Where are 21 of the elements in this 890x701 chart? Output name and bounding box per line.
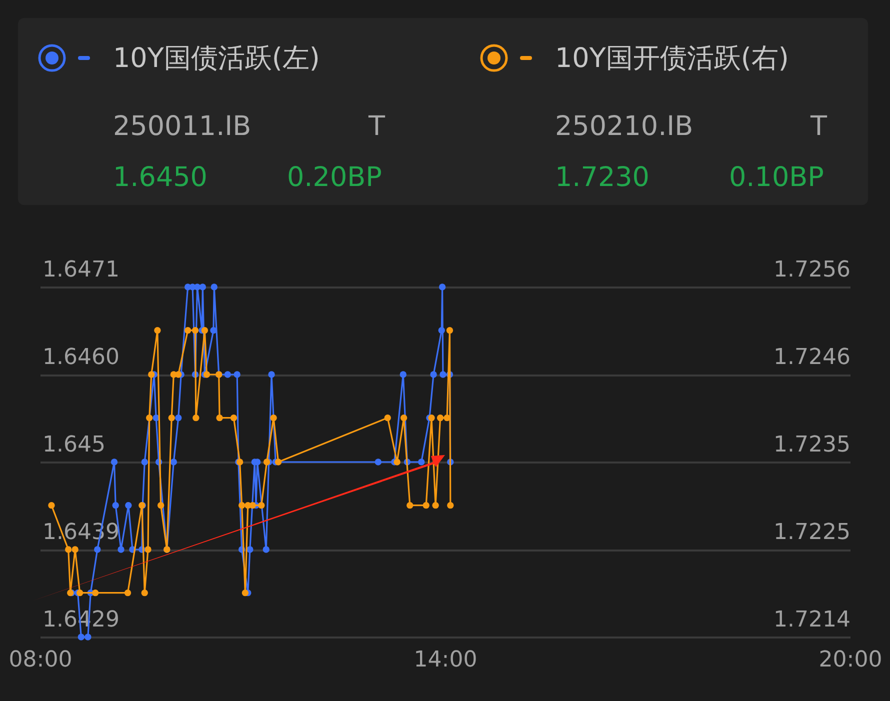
- text: 250011.IB: [113, 111, 252, 142]
- y-tick-label: 1.645: [42, 432, 106, 458]
- text: 250210.IB: [555, 111, 694, 142]
- x-tick-label: 08:00: [8, 648, 72, 672]
- x-tick-label: 20:00: [818, 648, 882, 672]
- x-tick-label: 14:00: [414, 648, 478, 672]
- text: 1.6450: [113, 162, 208, 193]
- text: T: [368, 111, 385, 142]
- text: 0.10BP: [729, 162, 824, 193]
- y-tick-label: 1.6460: [42, 345, 120, 370]
- y2-tick-label: 1.7235: [774, 432, 850, 458]
- legend-label: 10Y国债活跃(左): [113, 43, 320, 74]
- text: 1.7230: [555, 162, 650, 193]
- legend-label: 10Y国开债活跃(右): [555, 43, 789, 74]
- y2-tick-label: 1.7214: [774, 608, 850, 632]
- text: T: [810, 111, 827, 142]
- y2-tick-label: 1.7225: [774, 520, 850, 545]
- y2-tick-label: 1.7256: [774, 258, 850, 282]
- y2-tick-label: 1.7246: [774, 345, 850, 370]
- y-tick-label: 1.6471: [42, 258, 120, 282]
- text: 0.20BP: [287, 162, 382, 193]
